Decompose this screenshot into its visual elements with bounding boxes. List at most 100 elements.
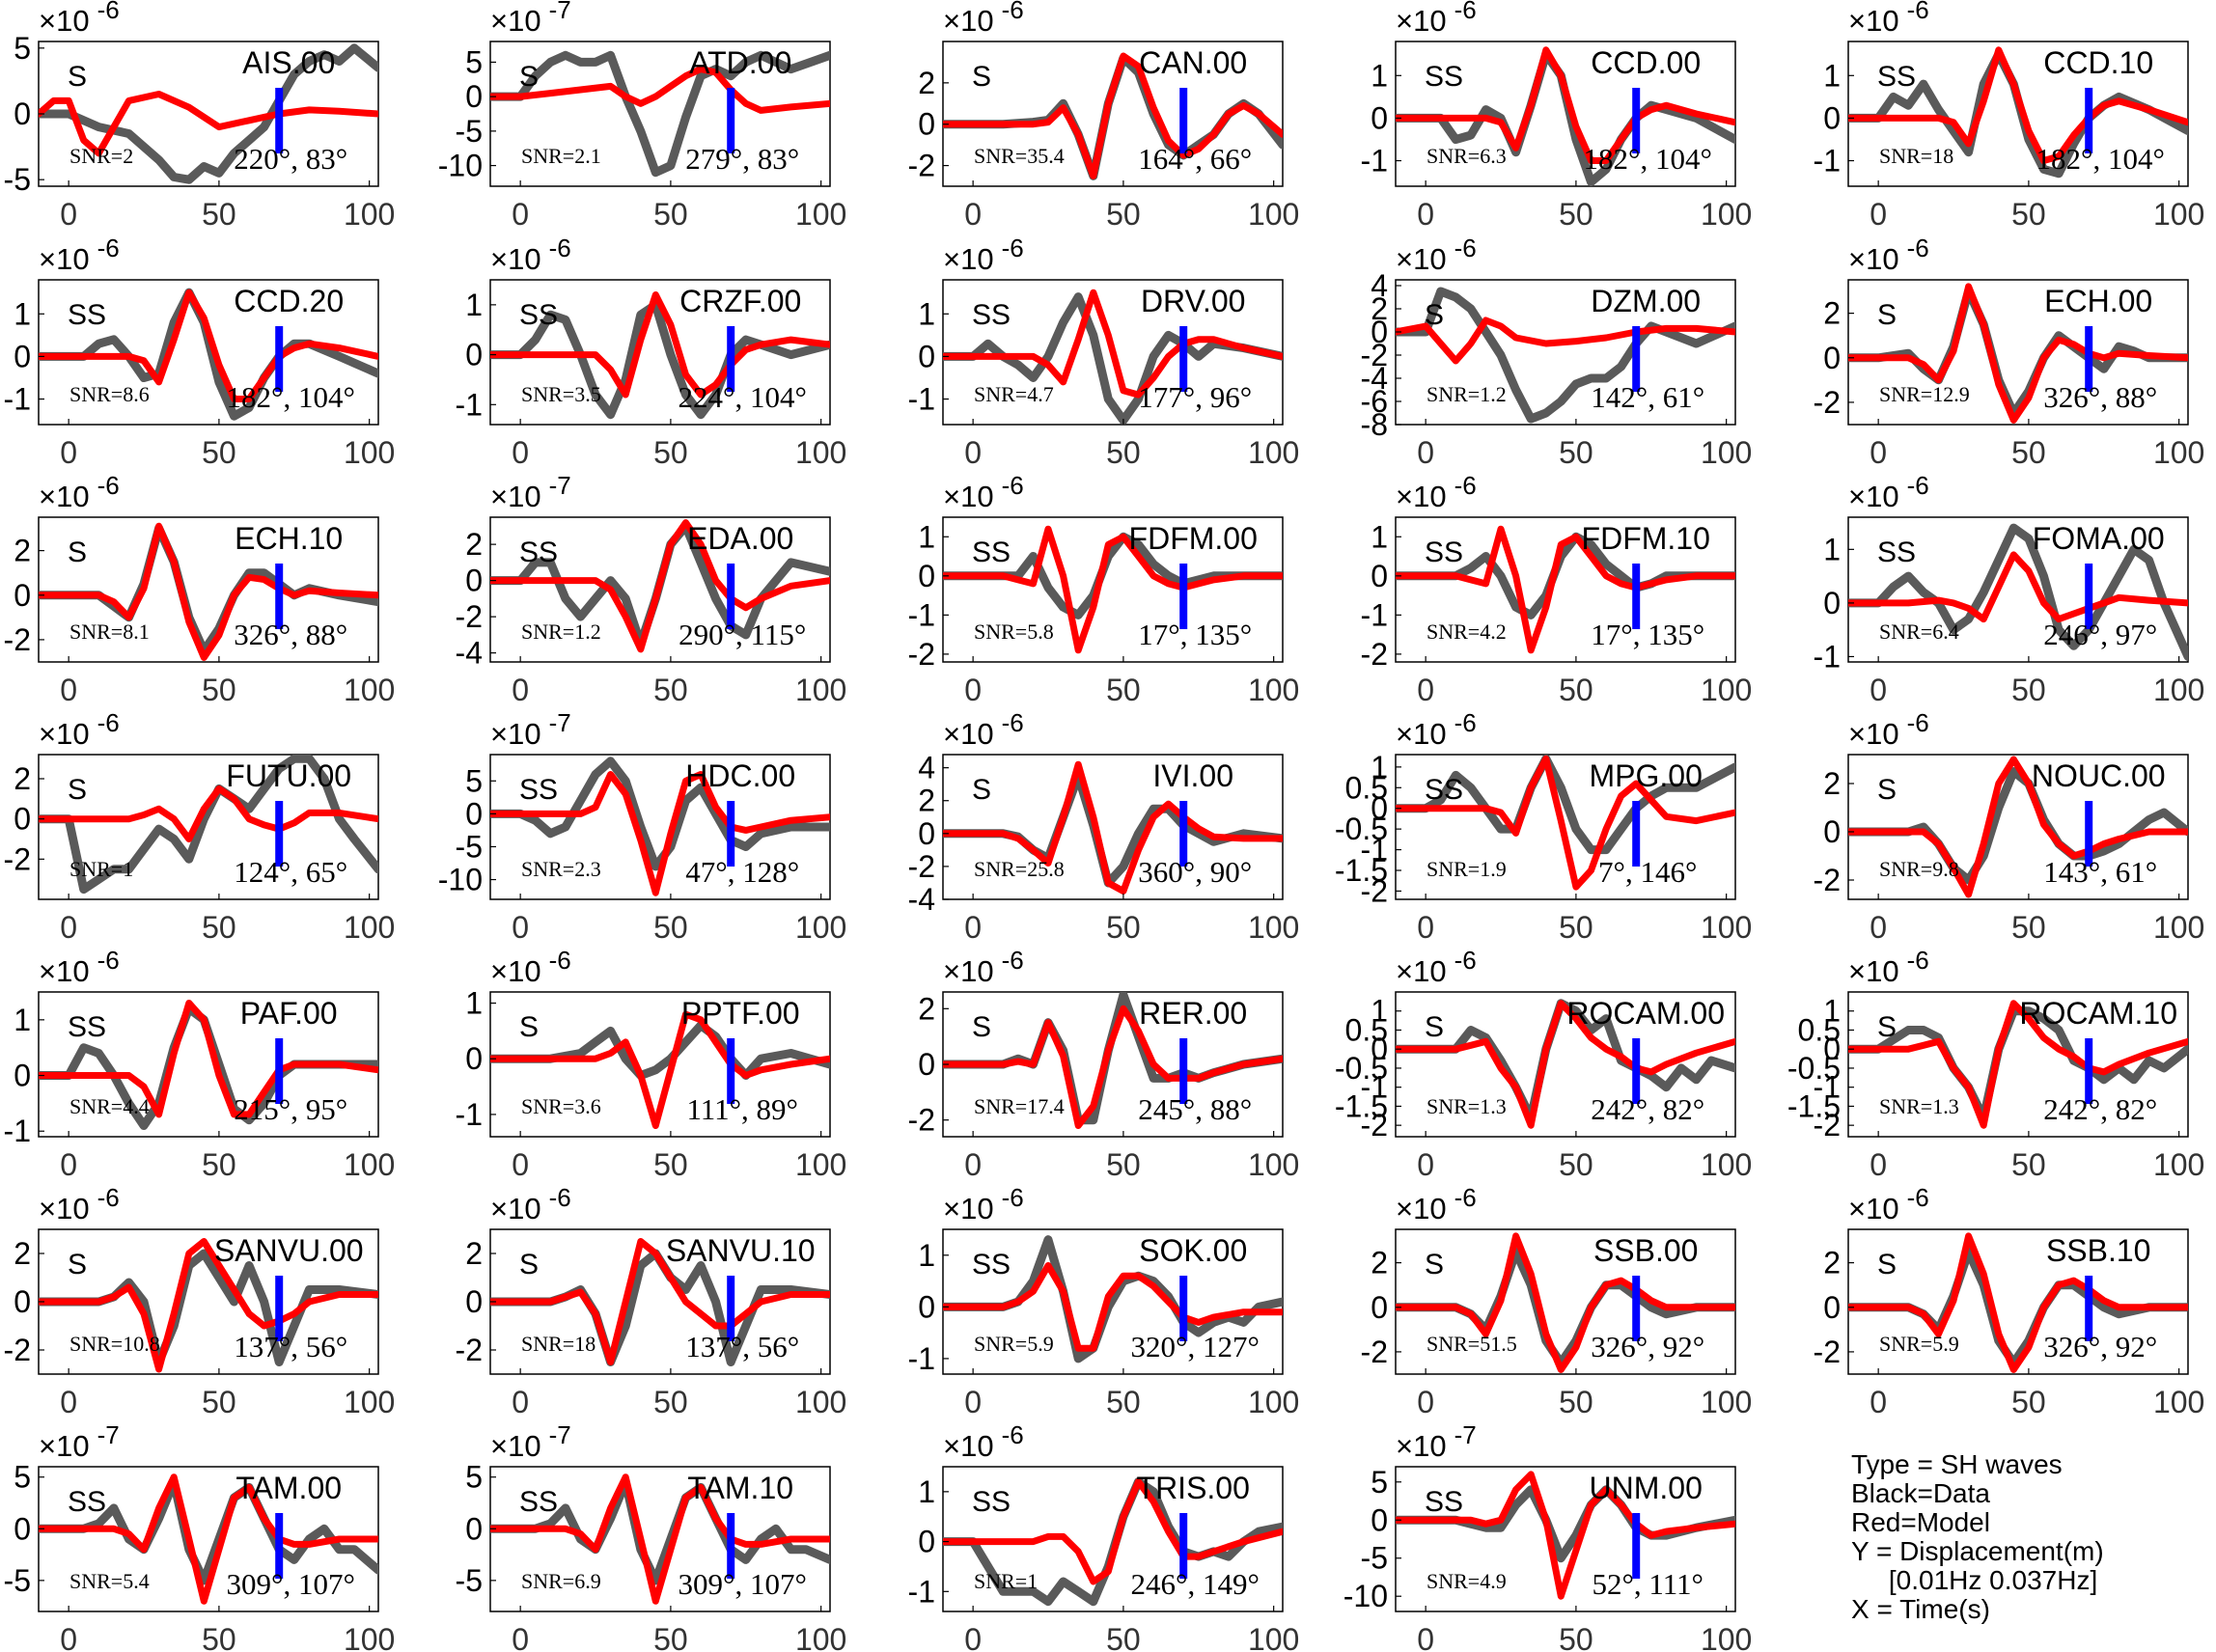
y-tick-label: 0 xyxy=(1371,315,1388,349)
y-tick-label: 1 xyxy=(918,1238,935,1273)
axis-multiplier: ×10 -6 xyxy=(1848,946,1929,988)
y-tick-label: -10 xyxy=(1343,1579,1388,1613)
legend-line: Black=Data xyxy=(1851,1478,1990,1508)
y-tick-label: -5 xyxy=(456,829,483,864)
axis-multiplier-exponent: -6 xyxy=(1907,708,1929,737)
legend-line: [0.01Hz 0.037Hz] xyxy=(1851,1565,2097,1595)
axis-multiplier: ×10 -6 xyxy=(490,234,571,276)
model-trace xyxy=(1848,1000,2188,1129)
x-tick-label: 50 xyxy=(2011,910,2046,945)
y-tick-label: -1 xyxy=(908,1341,935,1376)
snr-label: SNR=4.2 xyxy=(1427,620,1507,644)
axis-multiplier-exponent: -6 xyxy=(97,0,120,24)
x-tick-label: 100 xyxy=(344,1147,395,1182)
snr-label: SNR=6.9 xyxy=(521,1569,601,1593)
x-tick-label: 0 xyxy=(964,910,982,945)
model-trace xyxy=(490,1473,830,1605)
x-tick-label: 50 xyxy=(1106,1385,1141,1419)
x-tick-label: 50 xyxy=(1559,197,1593,232)
x-tick-label: 50 xyxy=(1106,910,1141,945)
panel-FUTU.00: 2 0 -2 0 50 100 ×10 -6 S FUTU.00 SNR=1 124°, 65° xyxy=(4,708,396,945)
phase-label: S xyxy=(68,61,87,93)
trace-group xyxy=(943,760,1283,895)
angle-label: 242°, 82° xyxy=(2043,1092,2157,1126)
station-label: ECH.00 xyxy=(2044,284,2152,318)
model-trace xyxy=(1848,551,2188,623)
model-trace xyxy=(1396,46,1735,164)
x-tick-label: 0 xyxy=(1417,197,1434,232)
angle-label: 182°, 104° xyxy=(227,380,355,414)
axis-multiplier: ×10 -7 xyxy=(39,1420,120,1463)
y-tick-label: 0 xyxy=(1823,586,1841,620)
model-trace xyxy=(943,1262,1283,1352)
angle-label: 326°, 88° xyxy=(234,618,347,651)
y-tick-label: 0 xyxy=(1371,1290,1388,1325)
x-tick-label: 0 xyxy=(512,673,529,707)
x-tick-label: 100 xyxy=(344,673,395,707)
x-tick-label: 0 xyxy=(964,1622,982,1652)
angle-label: 224°, 104° xyxy=(679,380,807,414)
axis-multiplier: ×10 -6 xyxy=(1848,0,1929,38)
y-tick-label: 2 xyxy=(14,534,31,568)
axis-multiplier-exponent: -7 xyxy=(549,708,571,737)
angle-label: 111°, 89° xyxy=(686,1092,798,1126)
axis-multiplier-exponent: -6 xyxy=(1002,946,1024,975)
y-tick-label: -1 xyxy=(456,1097,483,1132)
model-trace xyxy=(943,525,1283,654)
angle-label: 215°, 95° xyxy=(234,1092,347,1126)
phase-label: SS xyxy=(1425,1486,1463,1518)
panel-PPTF.00: 1 0 -1 0 50 100 ×10 -6 S PPTF.00 SNR=3.6 111°, 89° xyxy=(456,946,847,1182)
trace-group xyxy=(490,1010,830,1129)
axis-multiplier-exponent: -6 xyxy=(97,234,120,262)
station-label: HDC.00 xyxy=(685,758,795,793)
trace-group xyxy=(1396,999,1735,1129)
station-label: SSB.10 xyxy=(2046,1233,2151,1268)
angle-label: 164°, 66° xyxy=(1138,142,1252,176)
y-tick-label: -2 xyxy=(1361,338,1388,372)
y-tick-label: 0 xyxy=(1371,1502,1388,1537)
phase-label: S xyxy=(1425,1011,1444,1043)
axis-multiplier: ×10 -6 xyxy=(1396,1183,1477,1225)
snr-label: SNR=5.9 xyxy=(974,1332,1054,1356)
y-tick-label: 0 xyxy=(465,796,483,831)
data-trace xyxy=(1848,523,2188,661)
axis-multiplier: ×10 -6 xyxy=(39,471,120,513)
phase-label: SS xyxy=(519,1486,558,1518)
station-label: SANVU.10 xyxy=(666,1233,816,1268)
station-label: CCD.20 xyxy=(234,284,344,318)
axis-multiplier: ×10 -6 xyxy=(1848,234,1929,276)
data-trace xyxy=(39,1477,378,1585)
x-tick-label: 100 xyxy=(1248,673,1299,707)
angle-label: 326°, 92° xyxy=(2043,1330,2157,1363)
axis-multiplier: ×10 -6 xyxy=(1396,946,1477,988)
x-tick-label: 100 xyxy=(1248,197,1299,232)
x-tick-label: 100 xyxy=(2153,197,2204,232)
angle-label: 182°, 104° xyxy=(1584,142,1712,176)
axis-multiplier-exponent: -6 xyxy=(1454,946,1477,975)
model-trace xyxy=(39,91,378,157)
angle-label: 52°, 111° xyxy=(1592,1567,1704,1601)
station-label: EDA.00 xyxy=(687,521,793,556)
axis-multiplier: ×10 -6 xyxy=(39,1183,120,1225)
x-tick-label: 50 xyxy=(1106,435,1141,470)
y-tick-label: 0 xyxy=(918,559,935,593)
x-tick-label: 100 xyxy=(2153,673,2204,707)
x-tick-label: 50 xyxy=(1559,910,1593,945)
y-tick-label: 1 xyxy=(465,986,483,1021)
model-trace xyxy=(1848,1232,2188,1373)
axis-multiplier-exponent: -7 xyxy=(97,1420,120,1449)
station-label: FDFM.00 xyxy=(1129,521,1258,556)
y-tick-label: 2 xyxy=(918,784,935,818)
snr-label: SNR=51.5 xyxy=(1427,1332,1517,1356)
y-tick-label: -2 xyxy=(1361,637,1388,672)
x-tick-label: 0 xyxy=(60,1622,77,1652)
y-tick-label: -1 xyxy=(456,387,483,422)
snr-label: SNR=8.1 xyxy=(69,620,150,644)
x-tick-label: 100 xyxy=(1701,1147,1752,1182)
y-tick-label: 0 xyxy=(918,816,935,851)
x-tick-label: 50 xyxy=(202,197,236,232)
axis-multiplier: ×10 -6 xyxy=(490,946,571,988)
y-tick-label: 0 xyxy=(465,1511,483,1546)
y-tick-label: 2 xyxy=(1823,766,1841,801)
